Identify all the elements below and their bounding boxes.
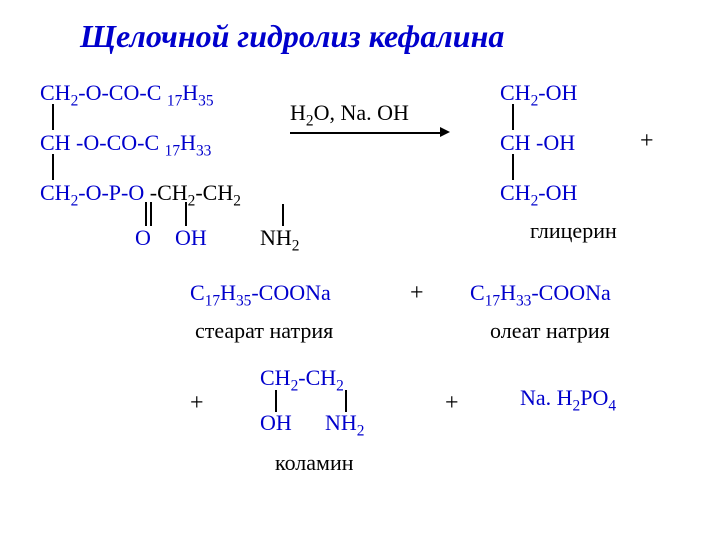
plus-after-colamine: + bbox=[445, 390, 459, 417]
ph-s2: 4 bbox=[608, 397, 616, 414]
ph-mid: PO bbox=[580, 385, 608, 410]
reactant-line3: CH2-O-P-O -CH2-CH2 bbox=[40, 180, 241, 210]
plus-before-colamine: + bbox=[190, 390, 204, 417]
g1-post: -OH bbox=[538, 80, 577, 105]
reagent-h: H bbox=[290, 100, 306, 125]
glycerol-line3: CH2-OH bbox=[500, 180, 577, 210]
r3-s3: 2 bbox=[233, 192, 241, 209]
co2-nh: NH bbox=[325, 410, 357, 435]
st-s2: 35 bbox=[236, 292, 251, 309]
ol-post: -COONa bbox=[531, 280, 610, 305]
plus-stearate-oleate: + bbox=[410, 280, 424, 307]
bond bbox=[52, 104, 54, 130]
glycerol-line2: CH -OH bbox=[500, 130, 575, 156]
g3-pre: CH bbox=[500, 180, 531, 205]
bond bbox=[512, 154, 514, 180]
r1-s2: 17 bbox=[167, 92, 182, 109]
r3-mid: -O-P-O bbox=[78, 180, 144, 205]
bond bbox=[345, 390, 347, 412]
reactant-line1: CH2-O-CO-C 17H35 bbox=[40, 80, 214, 110]
ph-pre: Na. H bbox=[520, 385, 573, 410]
phosphate-formula: Na. H2PO4 bbox=[520, 385, 616, 415]
glycerol-label: глицерин bbox=[530, 218, 617, 244]
r1-s3: 35 bbox=[198, 92, 213, 109]
colamine-label: коламин bbox=[275, 450, 354, 476]
reaction-arrow-head bbox=[440, 127, 450, 137]
r2-s2: 33 bbox=[196, 142, 211, 159]
ol-s2: 33 bbox=[516, 292, 531, 309]
r1-pre: CH bbox=[40, 80, 71, 105]
bond bbox=[150, 202, 152, 226]
r1-post: H bbox=[182, 80, 198, 105]
reagent-text: H2O, Na. OH bbox=[290, 100, 409, 130]
reactant-o: O bbox=[135, 225, 151, 251]
r2-s1: 17 bbox=[165, 142, 180, 159]
bond bbox=[145, 202, 147, 226]
st-pre: C bbox=[190, 280, 205, 305]
slide-title: Щелочной гидролиз кефалина bbox=[80, 18, 504, 55]
bond bbox=[512, 104, 514, 130]
plus-after-glycerol: + bbox=[640, 128, 654, 155]
colamine-line1: CH2-CH2 bbox=[260, 365, 344, 395]
ol-mid: H bbox=[500, 280, 516, 305]
co1-pre: CH bbox=[260, 365, 291, 390]
reactant-oh: OH bbox=[175, 225, 207, 251]
ol-pre: C bbox=[470, 280, 485, 305]
g1-pre: CH bbox=[500, 80, 531, 105]
co2-nhs: 2 bbox=[357, 422, 365, 439]
r2-mid: H bbox=[180, 130, 196, 155]
st-s1: 17 bbox=[205, 292, 220, 309]
oleate-label: олеат натрия bbox=[490, 318, 610, 344]
r3-pb: -CH bbox=[150, 180, 188, 205]
stearate-label: стеарат натрия bbox=[195, 318, 333, 344]
r4-nh: NH bbox=[260, 225, 292, 250]
r1-mid: -O-CO-C bbox=[78, 80, 161, 105]
oleate-formula: C17H33-COONa bbox=[470, 280, 611, 310]
bond bbox=[185, 202, 187, 226]
ol-s1: 17 bbox=[485, 292, 500, 309]
r2-pre: CH -O-CO-C bbox=[40, 130, 159, 155]
g3-post: -OH bbox=[538, 180, 577, 205]
r3-pb2: -CH bbox=[195, 180, 233, 205]
stearate-formula: C17H35-COONa bbox=[190, 280, 331, 310]
st-post: -COONa bbox=[251, 280, 330, 305]
reactant-line2: CH -O-CO-C 17H33 bbox=[40, 130, 211, 160]
colamine-nh2: NH2 bbox=[325, 410, 364, 440]
colamine-oh: OH bbox=[260, 410, 292, 436]
bond bbox=[275, 390, 277, 412]
co1-mid: -CH bbox=[298, 365, 336, 390]
reagent-rest: O, Na. OH bbox=[314, 100, 409, 125]
bond bbox=[282, 204, 284, 226]
co1-s2: 2 bbox=[336, 377, 344, 394]
reaction-arrow bbox=[290, 132, 440, 134]
r3-pre: CH bbox=[40, 180, 71, 205]
reagent-sub2: 2 bbox=[306, 112, 314, 129]
reactant-nh2: NH2 bbox=[260, 225, 299, 255]
bond bbox=[52, 154, 54, 180]
st-mid: H bbox=[220, 280, 236, 305]
r4-nhs: 2 bbox=[292, 237, 300, 254]
